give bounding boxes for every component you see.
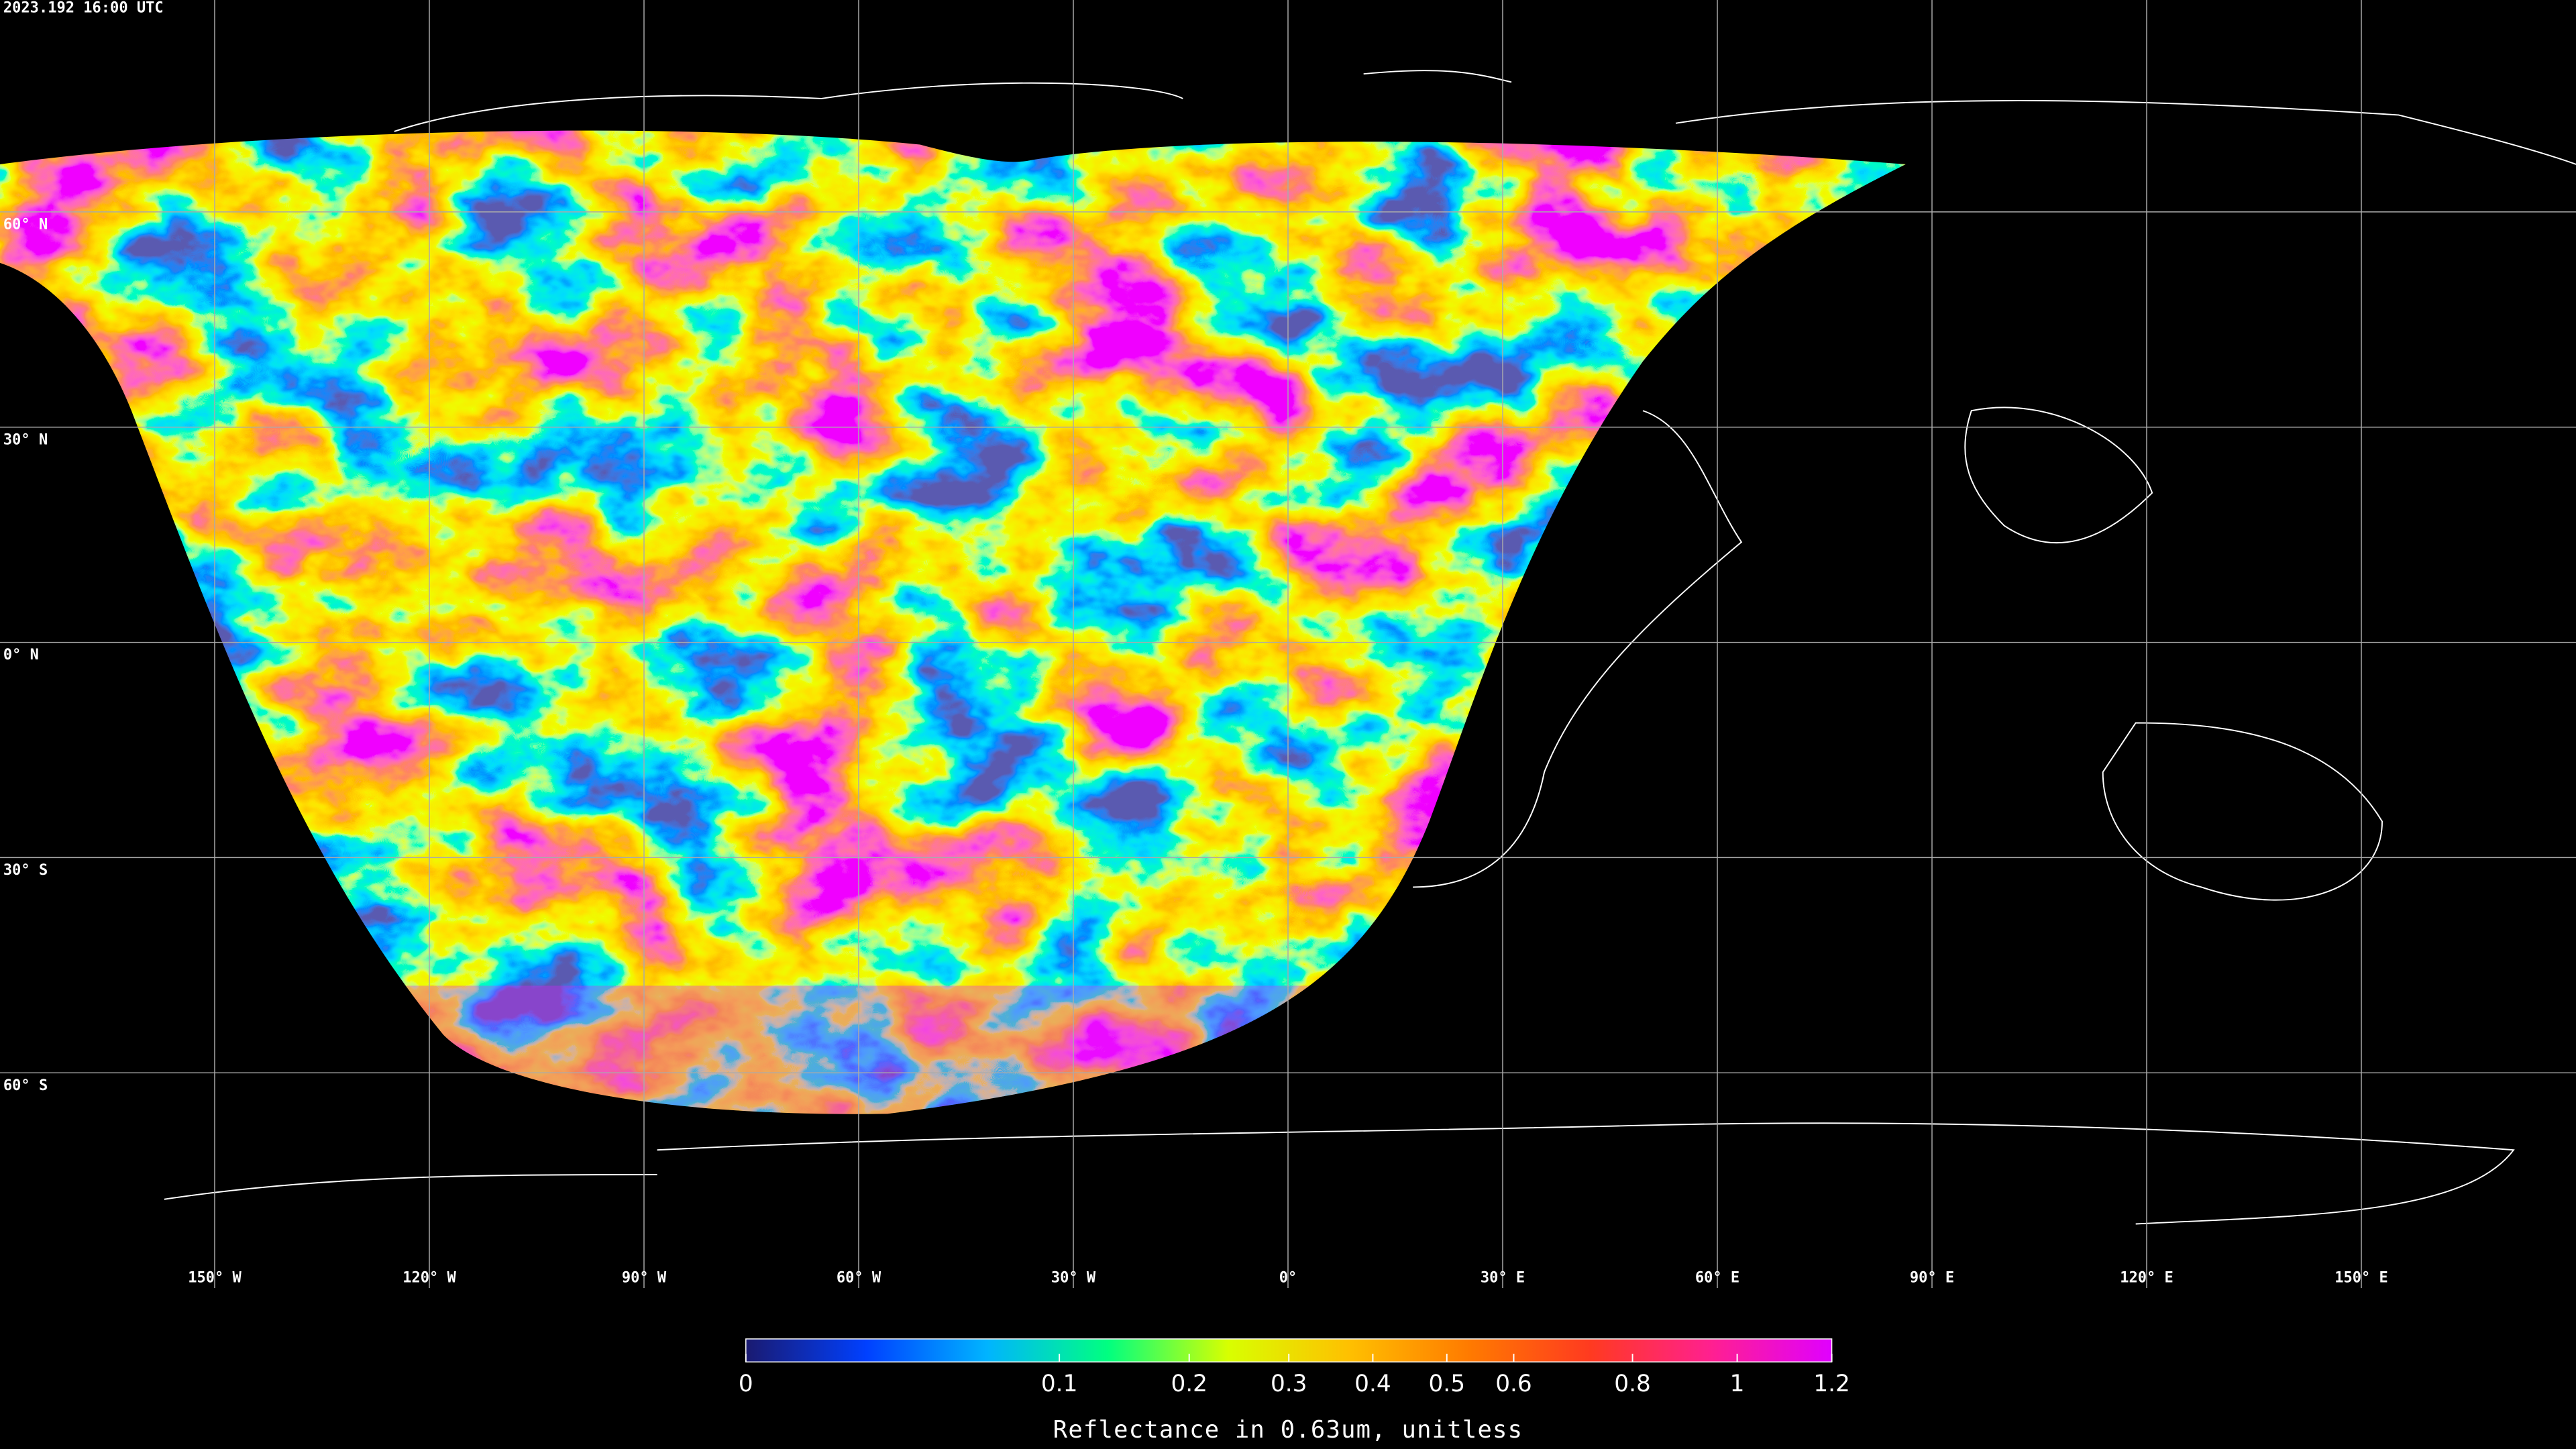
longitude-label: 30° E [1481,1269,1525,1286]
latitude-label: 30° N [3,431,48,448]
latitude-label: 0° N [3,647,39,663]
longitude-label: 150° E [2334,1269,2388,1286]
graticule [0,0,2576,1288]
longitude-label: 60° E [1695,1269,1739,1286]
longitude-label: 150° W [188,1269,241,1286]
latitude-label: 60° S [3,1077,48,1094]
longitude-label: 120° E [2120,1269,2174,1286]
coastline [394,70,2576,165]
colorbar-tick-label: 0.5 [1429,1371,1466,1397]
latitude-label: 60° N [3,217,48,233]
longitude-label: 90° E [1910,1269,1954,1286]
longitude-label: 30° W [1051,1269,1096,1286]
graticule-labels: 60° N 30° N 0° N 30° S 60° S 150° W 120° W 90° … [3,217,2388,1287]
colorbar-tick-label: 0.1 [1041,1371,1078,1397]
longitude-label: 60° W [837,1269,881,1286]
colorbar-tick-label: 0.8 [1614,1371,1651,1397]
latitude-label: 30° S [3,862,48,879]
colorbar-tick-label: 0.4 [1354,1371,1391,1397]
colorbar: 0 0.1 0.2 0.3 0.4 0.5 0.6 0.8 1 1.2 [739,1338,1850,1397]
colorbar-tick-label: 0.2 [1171,1371,1207,1397]
timestamp: 2023.192 16:00 UTC [3,0,164,16]
legend-background [0,1291,2576,1449]
colorbar-tick-label: 0.3 [1271,1371,1307,1397]
longitude-label: 120° W [402,1269,456,1286]
colorbar-tick-label: 0 [739,1371,753,1397]
coastline [1964,407,2153,544]
longitude-label: 90° W [622,1269,667,1286]
colorbar-tick-label: 0.6 [1495,1371,1532,1397]
colorbar-tick-label: 1.2 [1813,1371,1850,1397]
coastline [2102,722,2383,901]
longitude-label: 0° [1279,1269,1297,1286]
colorbar-label: Reflectance in 0.63um, unitless [1053,1416,1523,1444]
colorbar-tick-label: 1 [1730,1371,1745,1397]
coastline [164,1122,2515,1225]
